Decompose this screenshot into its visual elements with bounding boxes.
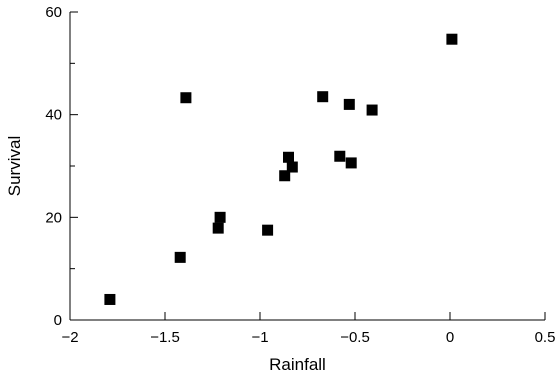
data-point (283, 151, 294, 163)
x-tick-label: −1 (251, 329, 268, 346)
data-point (343, 98, 355, 110)
y-tick-label: 40 (45, 107, 62, 124)
x-tick-label: −2 (61, 329, 78, 346)
data-point (345, 157, 357, 169)
data-point (212, 222, 224, 234)
y-tick-label: 20 (45, 209, 62, 226)
data-point (262, 224, 274, 236)
y-tick-label: 60 (45, 4, 62, 21)
x-tick-label: −0.5 (340, 329, 370, 346)
x-axis-title: Rainfall (269, 355, 326, 374)
data-point (104, 293, 116, 305)
data-point (214, 211, 226, 223)
y-tick-label: 0 (54, 312, 62, 329)
data-point (446, 33, 458, 45)
data-point (286, 161, 298, 173)
data-point (174, 251, 186, 263)
data-point (279, 170, 291, 182)
x-tick-label: −1.5 (150, 329, 180, 346)
data-points (104, 33, 458, 305)
data-point (366, 104, 378, 116)
data-point (317, 91, 329, 103)
axes (69, 12, 545, 321)
data-point (334, 150, 346, 162)
x-tick-label: 0.5 (535, 329, 556, 346)
data-point (180, 92, 192, 104)
ticks: −2 −1.5 −1 −0.5 0 0.5 0 20 40 60 (45, 4, 555, 346)
y-axis-title: Survival (5, 136, 24, 196)
x-tick-label: 0 (446, 329, 454, 346)
